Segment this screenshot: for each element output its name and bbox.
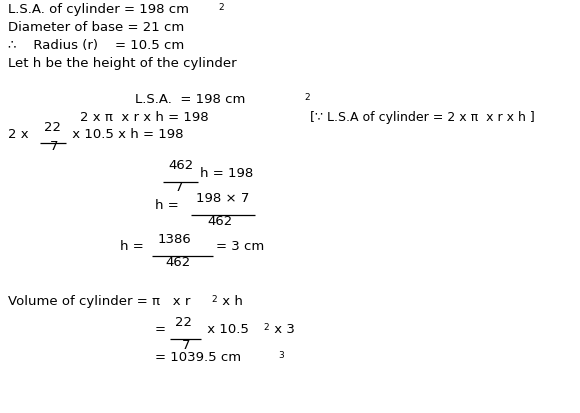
Text: 2 x: 2 x	[8, 128, 28, 141]
Text: x h: x h	[218, 295, 243, 308]
Text: 7: 7	[175, 181, 183, 194]
Text: 2: 2	[218, 3, 224, 12]
Text: h =: h =	[120, 240, 144, 253]
Text: Volume of cylinder = π   x r: Volume of cylinder = π x r	[8, 295, 190, 308]
Text: L.S.A. of cylinder = 198 cm: L.S.A. of cylinder = 198 cm	[8, 3, 189, 16]
Text: h = 198: h = 198	[200, 167, 253, 180]
Text: ∴    Radius (r)    = 10.5 cm: ∴ Radius (r) = 10.5 cm	[8, 39, 184, 52]
Text: 2: 2	[263, 323, 269, 332]
Text: [∵ L.S.A of cylinder = 2 x π  x r x h ]: [∵ L.S.A of cylinder = 2 x π x r x h ]	[310, 111, 535, 124]
Text: Diameter of base = 21 cm: Diameter of base = 21 cm	[8, 21, 184, 34]
Text: 22: 22	[175, 316, 192, 329]
Text: 7: 7	[182, 339, 190, 352]
Text: 2: 2	[304, 93, 310, 102]
Text: Let h be the height of the cylinder: Let h be the height of the cylinder	[8, 57, 237, 70]
Text: 3: 3	[278, 351, 284, 360]
Text: 462: 462	[207, 215, 232, 228]
Text: x 10.5 x h = 198: x 10.5 x h = 198	[68, 128, 183, 141]
Text: 1386: 1386	[158, 233, 192, 246]
Text: = 1039.5 cm: = 1039.5 cm	[155, 351, 241, 364]
Text: L.S.A.  = 198 cm: L.S.A. = 198 cm	[135, 93, 245, 106]
Text: = 3 cm: = 3 cm	[216, 240, 264, 253]
Text: x 10.5: x 10.5	[203, 323, 249, 336]
Text: 2: 2	[211, 295, 216, 304]
Text: 7: 7	[50, 140, 59, 153]
Text: h =: h =	[155, 199, 179, 212]
Text: 22: 22	[44, 121, 61, 134]
Text: 462: 462	[168, 159, 193, 172]
Text: =: =	[155, 323, 166, 336]
Text: 462: 462	[165, 256, 190, 269]
Text: 2 x π  x r x h = 198: 2 x π x r x h = 198	[80, 111, 209, 124]
Text: x 3: x 3	[270, 323, 295, 336]
Text: 198 × 7: 198 × 7	[196, 192, 249, 205]
